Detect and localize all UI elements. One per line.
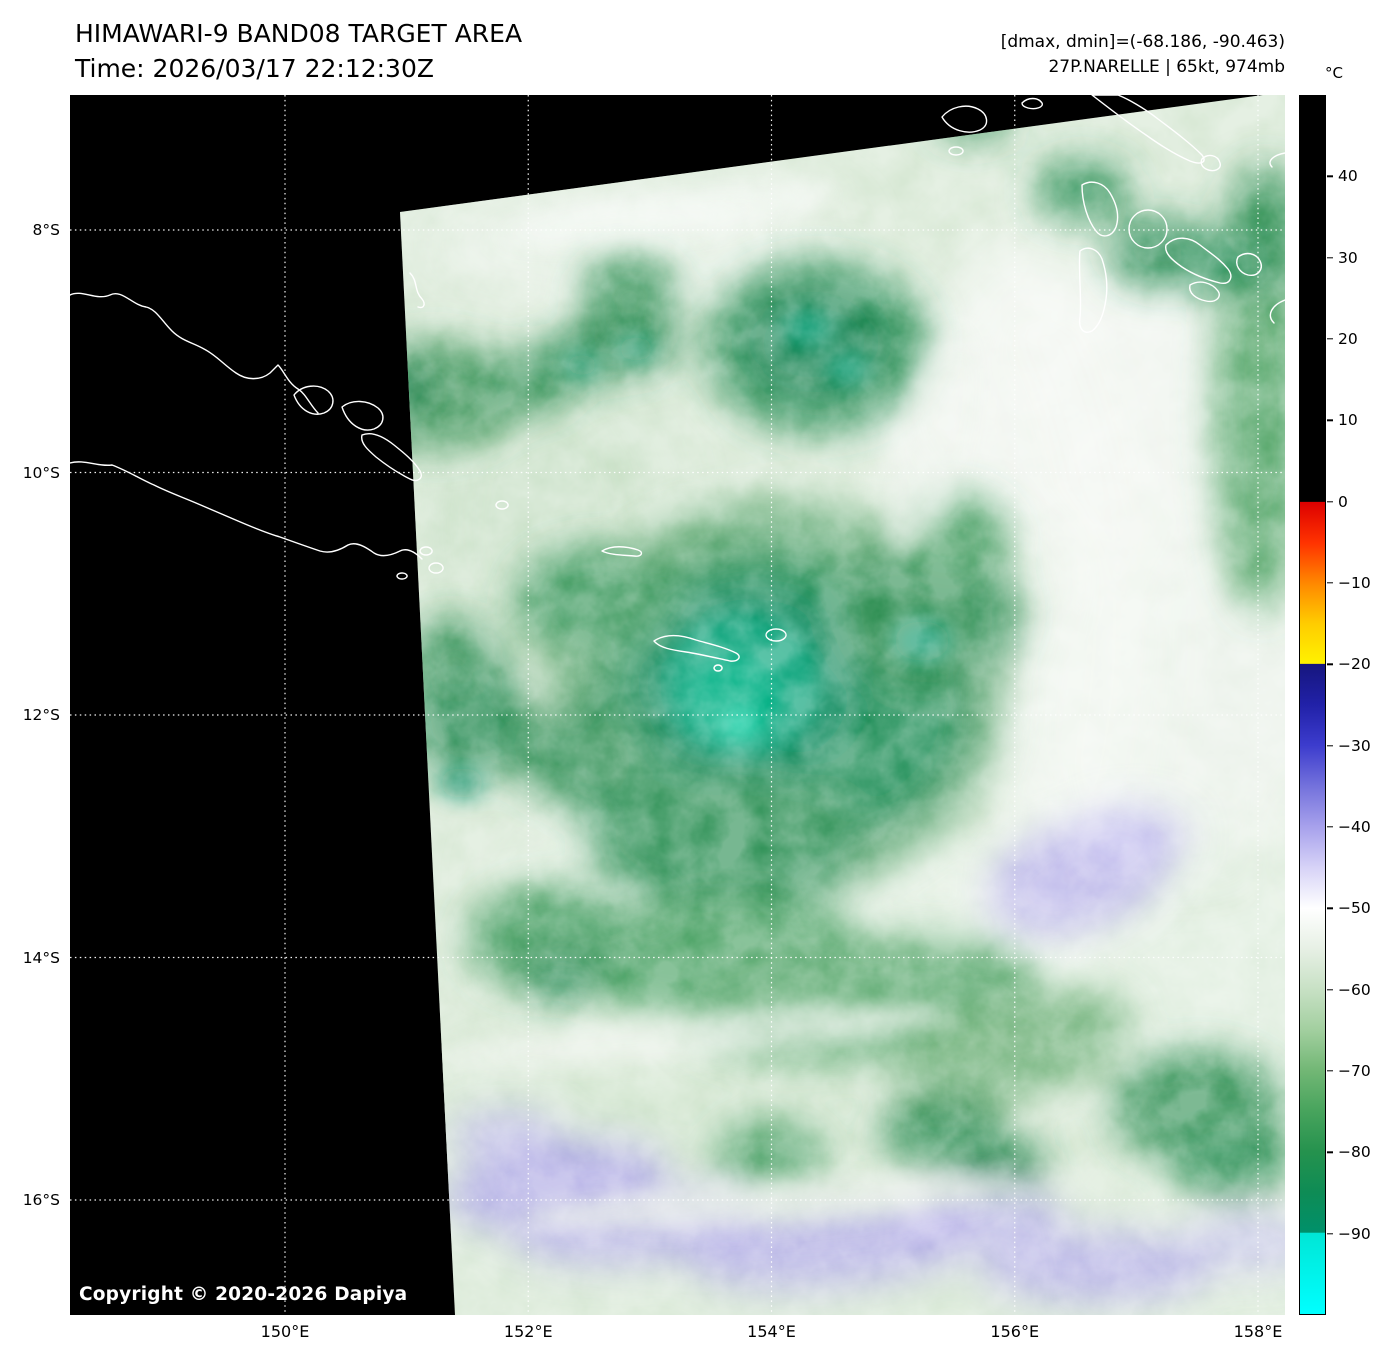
satellite-image — [70, 95, 1285, 1315]
colorbar-tick-mark — [1327, 826, 1333, 828]
lon-tick-label: 152°E — [503, 1322, 553, 1341]
coastlines — [70, 95, 1285, 672]
colorbar-tick-mark — [1327, 582, 1333, 584]
colorbar-tick-mark — [1327, 907, 1333, 910]
colorbar-tick-label: −10 — [1338, 574, 1371, 592]
colorbar-tick-mark — [1327, 988, 1333, 991]
lat-tick-label: 10°S — [22, 463, 60, 482]
lon-tick-label: 154°E — [747, 1322, 796, 1341]
header-left: HIMAWARI-9 BAND08 TARGET AREA Time: 2026… — [75, 18, 522, 85]
data-swath — [400, 95, 1285, 1315]
colorbar-tick-mark — [1327, 1232, 1333, 1235]
lat-axis: 8°S 10°S 12°S 14°S 16°S — [0, 95, 62, 1315]
dmax-dmin-readout: [dmax, dmin]=(-68.186, -90.463) — [1000, 32, 1285, 52]
colorbar-tick-mark — [1327, 338, 1333, 340]
colorbar — [1299, 95, 1326, 1315]
map-plot: Copyright © 2020-2026 Dapiya — [70, 95, 1285, 1315]
header-right: [dmax, dmin]=(-68.186, -90.463) 27P.NARE… — [1001, 30, 1285, 79]
colorbar-tick-label: −60 — [1338, 980, 1371, 999]
colorbar-tick-label: −20 — [1338, 655, 1371, 674]
copyright: Copyright © 2020-2026 Dapiya — [79, 1284, 408, 1305]
colorbar-tick-label: −90 — [1338, 1224, 1371, 1243]
lat-tick-label: 16°S — [22, 1191, 60, 1209]
lon-axis: 150°E 152°E 154°E 156°E 158°E — [70, 1322, 1285, 1348]
colorbar-tick-mark — [1327, 419, 1333, 422]
lon-tick-label: 158°E — [1233, 1322, 1283, 1341]
colorbar-tick-label: −50 — [1338, 899, 1371, 918]
lat-tick-label: 8°S — [32, 221, 60, 239]
colorbar-tick-mark — [1327, 1070, 1333, 1072]
colorbar-tick-label: −30 — [1338, 736, 1371, 755]
lat-tick-label: 14°S — [22, 948, 60, 967]
colorbar-tick-label: 10 — [1338, 411, 1358, 430]
colorbar-unit: °C — [1325, 64, 1343, 82]
colorbar-ticks: 40 30 20 10 0 −10 −20 −30 −40 −50 −60 −70 −80 −90 — [1327, 95, 1387, 1315]
colorbar-tick-label: 40 — [1338, 167, 1358, 186]
colorbar-tick-label: 30 — [1338, 248, 1358, 267]
storm-info: 27P.NARELLE | 65kt, 974mb — [1048, 56, 1285, 77]
lon-tick-label: 156°E — [990, 1322, 1040, 1341]
colorbar-tick-label: 0 — [1338, 492, 1348, 511]
colorbar-tick-label: −70 — [1338, 1062, 1371, 1080]
colorbar-tick-mark — [1327, 1151, 1333, 1154]
colorbar-tick-label: −80 — [1338, 1143, 1371, 1162]
lat-tick-label: 12°S — [22, 706, 60, 724]
lon-tick-label: 150°E — [260, 1322, 310, 1341]
colorbar-tick-mark — [1327, 256, 1333, 259]
colorbar-tick-label: −40 — [1338, 818, 1371, 836]
colorbar-tick-mark — [1327, 500, 1333, 503]
colorbar-tick-mark — [1327, 175, 1333, 178]
figure-time: Time: 2026/03/17 22:12:30Z — [75, 54, 434, 84]
figure-title: HIMAWARI-9 BAND08 TARGET AREA — [75, 19, 523, 48]
colorbar-tick-mark — [1327, 663, 1333, 666]
colorbar-tick-mark — [1327, 744, 1333, 747]
colorbar-tick-label: 20 — [1338, 330, 1358, 348]
